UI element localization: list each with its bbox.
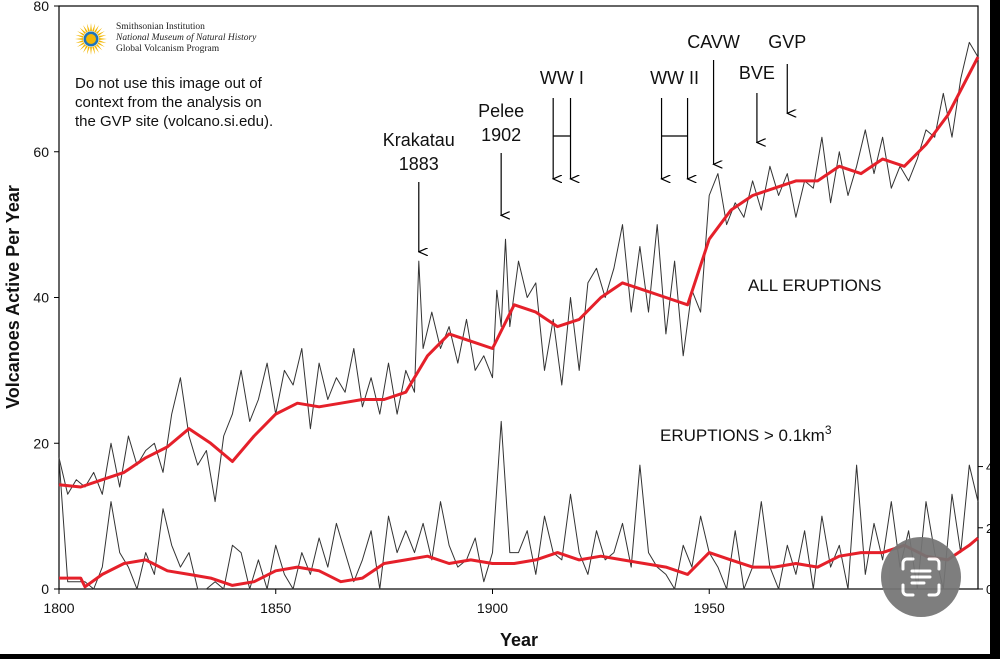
series-label-large: ERUPTIONS > 0.1km3: [660, 423, 832, 445]
sun-ray: [75, 40, 84, 44]
sun-ray: [77, 31, 85, 36]
series-large-smoothed-line: [59, 536, 979, 589]
sun-ray: [86, 23, 90, 32]
sun-ray: [98, 40, 107, 44]
series-large-raw-line: [58, 420, 979, 590]
x-tick-label: 1900: [477, 600, 508, 616]
annotation-label: GVP: [768, 32, 806, 52]
logo-text: Smithsonian Institution National Museum …: [116, 22, 256, 55]
sun-ray: [83, 45, 88, 53]
logo-line-1: Smithsonian Institution: [116, 22, 205, 32]
sun-ray: [94, 25, 99, 33]
annotation-label: WW I: [540, 68, 584, 88]
y-tick-label: 0: [41, 581, 49, 597]
logo-line-2: National Museum of Natural History: [116, 33, 257, 43]
smithsonian-logo: Smithsonian Institution National Museum …: [74, 22, 274, 62]
annotation-label: Krakatau: [383, 130, 455, 150]
sun-ray: [79, 27, 87, 35]
sun-ray: [94, 45, 99, 53]
y2-tick-label: 2: [986, 521, 993, 536]
annotation-label: WW II: [650, 68, 699, 88]
y-tick-label: 60: [33, 144, 49, 160]
screen-edge-right: [990, 0, 1000, 659]
x-tick-label: 1850: [260, 600, 291, 616]
sun-ray: [98, 38, 107, 40]
disclaimer-line-1: Do not use this image out of: [75, 75, 262, 92]
x-axis-title: Year: [500, 630, 538, 650]
annotation-label-year: 1883: [399, 154, 439, 174]
sun-ray: [97, 31, 105, 36]
annotation-label: BVE: [739, 63, 775, 83]
y2-tick-label: 0: [986, 582, 993, 597]
sun-ray: [75, 34, 84, 38]
disclaimer-line-3: the GVP site (volcano.si.edu).: [75, 113, 274, 130]
disclaimer-text: Do not use this image out of context fro…: [75, 74, 315, 131]
sun-logo-icon: [75, 23, 107, 55]
sun-ray: [75, 38, 84, 40]
sun-ray: [77, 42, 85, 47]
logo-line-3: Global Volcanism Program: [116, 44, 220, 54]
sun-ray: [90, 23, 92, 32]
y-tick-label: 80: [33, 0, 49, 14]
sun-ray: [92, 23, 96, 32]
sun-ray: [95, 27, 103, 35]
y2-tick-label: 4: [986, 460, 993, 475]
sun-ray: [97, 42, 105, 47]
x-tick-label: 1950: [694, 600, 725, 616]
series-label-all: ALL ERUPTIONS: [748, 276, 882, 295]
annotation-label: Pelee: [478, 101, 524, 121]
sun-ray: [92, 46, 96, 55]
disclaimer-line-2: context from the analysis on: [75, 94, 262, 111]
annotation-label: CAVW: [687, 32, 740, 52]
sun-ray: [86, 46, 90, 55]
y-tick-label: 20: [33, 435, 49, 451]
sun-ray: [83, 25, 88, 33]
series-label-large-sup: 3: [825, 423, 832, 437]
text-scan-icon: [901, 557, 941, 597]
screen-edge-bottom: [0, 654, 1000, 659]
text-scan-button[interactable]: [881, 537, 961, 617]
sun-ray: [79, 43, 87, 51]
y-tick-label: 40: [33, 290, 49, 306]
y-axis-title: Volcanoes Active Per Year: [3, 185, 23, 409]
series-all-raw-line: [58, 41, 979, 503]
sun-ray: [90, 46, 92, 55]
sun-ray: [95, 43, 103, 51]
series-all-smoothed-line: [58, 56, 980, 489]
annotation-label-year: 1902: [481, 125, 521, 145]
x-tick-label: 1800: [43, 600, 74, 616]
sun-ray: [98, 34, 107, 38]
